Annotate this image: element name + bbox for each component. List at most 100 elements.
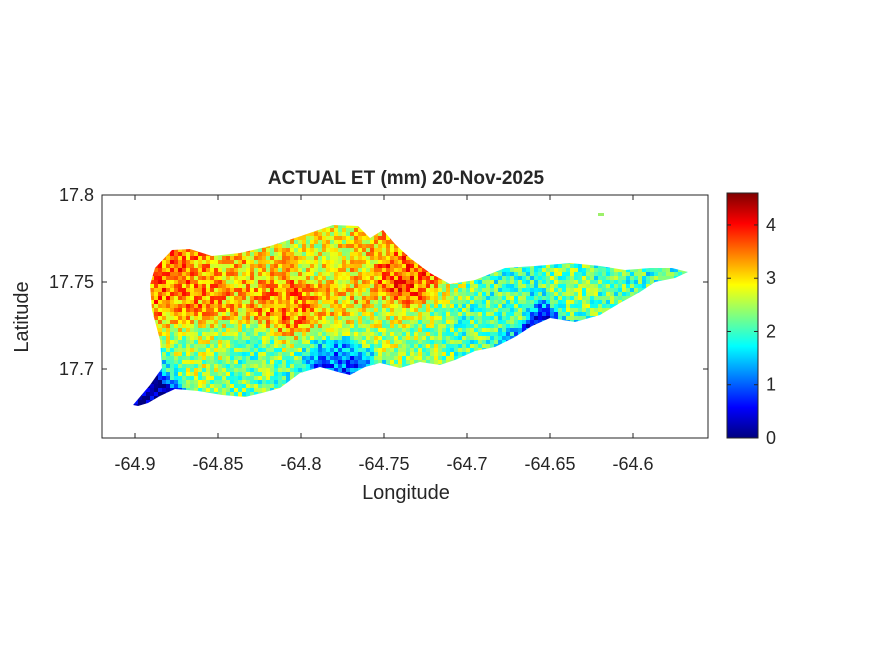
et-cell: [330, 272, 334, 276]
et-cell: [482, 284, 486, 288]
et-cell: [382, 276, 386, 280]
et-cell: [478, 304, 482, 308]
et-cell: [338, 296, 342, 300]
et-cell: [306, 328, 310, 332]
et-cell: [354, 276, 358, 280]
et-cell: [490, 340, 494, 344]
et-cell: [350, 240, 354, 244]
et-cell: [226, 264, 230, 268]
et-cell: [318, 268, 322, 272]
et-cell: [298, 236, 302, 240]
et-cell: [282, 300, 286, 304]
et-cell: [530, 316, 534, 320]
et-cell: [546, 300, 550, 304]
et-cell: [378, 292, 382, 296]
et-cell: [354, 256, 358, 260]
et-cell: [454, 344, 458, 348]
et-cell: [474, 328, 478, 332]
et-cell: [394, 356, 398, 360]
et-cell: [170, 356, 174, 360]
et-cell: [234, 296, 238, 300]
et-cell: [426, 320, 430, 324]
et-cell: [314, 340, 318, 344]
et-cell: [498, 316, 502, 320]
et-cell: [222, 280, 226, 284]
et-cell: [354, 244, 358, 248]
et-cell: [166, 260, 170, 264]
et-cell: [526, 296, 530, 300]
et-cell: [166, 280, 170, 284]
et-cell: [306, 232, 310, 236]
et-cell: [186, 296, 190, 300]
et-cell: [554, 284, 558, 288]
et-cell: [150, 284, 154, 288]
et-cell: [598, 272, 602, 276]
et-cell: [198, 356, 202, 360]
et-cell: [358, 248, 362, 252]
et-cell: [178, 296, 182, 300]
et-cell: [474, 324, 478, 328]
et-cell: [342, 344, 346, 348]
et-cell: [246, 280, 250, 284]
et-cell: [554, 264, 558, 268]
et-cell: [182, 248, 186, 252]
et-cell: [470, 324, 474, 328]
et-cell: [434, 288, 438, 292]
et-cell: [338, 324, 342, 328]
et-cell: [578, 312, 582, 316]
et-cell: [150, 304, 154, 308]
et-cell: [326, 288, 330, 292]
et-cell: [326, 248, 330, 252]
et-cell: [394, 252, 398, 256]
et-cell: [558, 300, 562, 304]
et-cell: [534, 316, 538, 320]
et-cell: [310, 312, 314, 316]
et-cell: [362, 292, 366, 296]
et-cell: [414, 316, 418, 320]
et-cell: [506, 300, 510, 304]
et-cell: [226, 304, 230, 308]
et-cell: [510, 300, 514, 304]
et-cell: [250, 276, 254, 280]
et-cell: [562, 280, 566, 284]
et-cell: [562, 312, 566, 316]
et-cell: [550, 276, 554, 280]
et-cell: [230, 300, 234, 304]
et-cell: [494, 308, 498, 312]
et-cell: [398, 316, 402, 320]
et-cell: [378, 276, 382, 280]
et-cell: [382, 256, 386, 260]
et-cell: [374, 272, 378, 276]
et-cell: [294, 288, 298, 292]
et-cell: [246, 272, 250, 276]
et-cell: [190, 308, 194, 312]
et-cell: [350, 292, 354, 296]
et-cell: [294, 236, 298, 240]
et-cell: [278, 256, 282, 260]
et-cell: [250, 268, 254, 272]
et-cell: [526, 280, 530, 284]
et-cell: [650, 276, 654, 280]
et-cell: [322, 328, 326, 332]
et-cell: [406, 320, 410, 324]
et-cell: [502, 284, 506, 288]
et-cell: [238, 284, 242, 288]
et-cell: [314, 280, 318, 284]
et-cell: [290, 324, 294, 328]
et-cell: [474, 304, 478, 308]
et-cell: [342, 252, 346, 256]
et-cell: [490, 272, 494, 276]
et-cell: [258, 352, 262, 356]
et-cell: [422, 268, 426, 272]
et-cell: [626, 276, 630, 280]
et-cell: [182, 336, 186, 340]
et-cell: [194, 264, 198, 268]
et-cell: [306, 312, 310, 316]
et-cell: [342, 332, 346, 336]
et-cell: [290, 328, 294, 332]
et-cell: [426, 316, 430, 320]
et-cell: [298, 240, 302, 244]
et-cell: [538, 296, 542, 300]
et-cell: [246, 348, 250, 352]
et-cell: [410, 308, 414, 312]
